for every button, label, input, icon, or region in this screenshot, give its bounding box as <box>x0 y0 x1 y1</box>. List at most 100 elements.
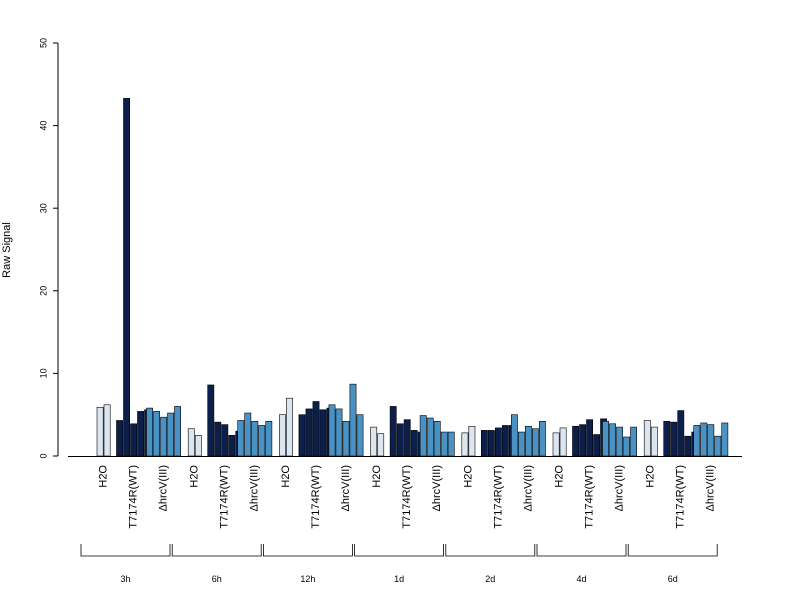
bar-series <box>96 98 729 457</box>
y-axis: 0 10 20 30 40 50 <box>38 38 59 459</box>
bar <box>389 406 397 457</box>
timepoint-bracket <box>445 544 536 557</box>
bar <box>279 414 286 457</box>
bar <box>123 98 130 457</box>
timepoint-brackets: 3h 6h 12h 1d 2d 4d 6d <box>80 544 718 584</box>
bar <box>447 431 455 457</box>
group-label: H2O <box>98 465 110 488</box>
bar <box>403 419 411 457</box>
bar <box>356 414 364 457</box>
y-tick-label: 20 <box>38 286 48 296</box>
bar <box>286 397 293 457</box>
group-label: H2O <box>189 465 201 488</box>
group-label: H2O <box>371 465 383 488</box>
bar <box>103 404 111 457</box>
group-label: ΔhrcV(III) <box>249 465 261 511</box>
bar <box>707 424 715 457</box>
bar <box>531 428 539 457</box>
bar <box>174 406 181 457</box>
bar <box>342 421 350 457</box>
timepoint-label: 6d <box>668 574 678 584</box>
group-label: H2O <box>462 465 474 488</box>
bar <box>146 407 153 457</box>
timepoint-bracket <box>171 544 262 557</box>
bar <box>538 421 546 457</box>
group-label: T7174R(WT) <box>310 465 322 529</box>
timepoint-label: 2d <box>485 574 495 584</box>
bar <box>510 414 518 457</box>
bar <box>602 421 609 457</box>
bar <box>623 436 630 457</box>
bar <box>517 431 525 457</box>
bar <box>609 423 616 457</box>
bar <box>377 433 385 457</box>
group-label: T7174R(WT) <box>128 465 140 529</box>
bar <box>670 421 678 457</box>
group-label: H2O <box>280 465 292 488</box>
y-tick-label: 50 <box>38 38 48 48</box>
timepoint-label: 12h <box>300 574 315 584</box>
bar <box>237 420 245 457</box>
timepoint-bracket <box>354 544 444 557</box>
bar <box>396 423 404 457</box>
group-label: H2O <box>554 465 566 488</box>
bar <box>419 415 427 457</box>
timepoint-label: 3h <box>120 574 130 584</box>
group-label: H2O <box>645 465 657 488</box>
bar <box>410 430 418 457</box>
timepoint-bracket <box>536 544 627 557</box>
bar <box>721 422 729 457</box>
bar <box>693 425 701 457</box>
bar <box>137 411 144 457</box>
bar <box>228 435 236 457</box>
group-label: T7174R(WT) <box>584 465 596 529</box>
bar <box>552 432 560 457</box>
bar <box>370 426 378 457</box>
bar <box>298 414 306 457</box>
bar <box>349 383 357 457</box>
group-label: ΔhrcV(III) <box>158 465 170 511</box>
bar <box>524 425 532 457</box>
timepoint-label: 6h <box>212 574 222 584</box>
y-tick-label: 30 <box>38 203 48 213</box>
bar <box>433 421 441 457</box>
bar <box>214 421 222 457</box>
y-axis-title: Raw Signal <box>1 222 13 278</box>
bar <box>630 426 637 457</box>
bar <box>153 411 160 457</box>
group-label: T7174R(WT) <box>401 465 413 529</box>
bar <box>593 434 600 457</box>
bar <box>579 424 586 457</box>
bar <box>468 425 476 457</box>
bar <box>480 430 488 457</box>
bar <box>265 421 273 457</box>
bar <box>586 419 593 457</box>
y-tick-label: 40 <box>38 121 48 131</box>
bar <box>258 425 266 457</box>
bar <box>187 428 195 457</box>
group-label: T7174R(WT) <box>675 465 687 529</box>
bar <box>572 425 579 457</box>
bar <box>440 431 448 457</box>
bar <box>426 417 434 457</box>
bar <box>194 435 202 457</box>
bar <box>96 406 104 457</box>
bar <box>328 404 336 457</box>
timepoint-label: 4d <box>576 574 586 584</box>
timepoint-label: 1d <box>394 574 404 584</box>
bar <box>305 408 313 457</box>
bar <box>643 420 651 457</box>
timepoint-bracket <box>263 544 353 557</box>
bar <box>494 427 502 457</box>
bar <box>616 426 623 457</box>
group-label: ΔhrcV(III) <box>340 465 352 511</box>
bar <box>244 412 252 457</box>
bar <box>207 384 215 457</box>
bar <box>130 423 137 457</box>
group-label: T7174R(WT) <box>219 465 231 529</box>
y-tick-label: 10 <box>38 368 48 378</box>
y-tick-label: 0 <box>38 453 48 458</box>
timepoint-bracket <box>627 544 718 557</box>
group-labels: H2O T7174R(WT) ΔhrcV(III) H2O T7174R(WT) Δhrc… <box>98 465 717 529</box>
